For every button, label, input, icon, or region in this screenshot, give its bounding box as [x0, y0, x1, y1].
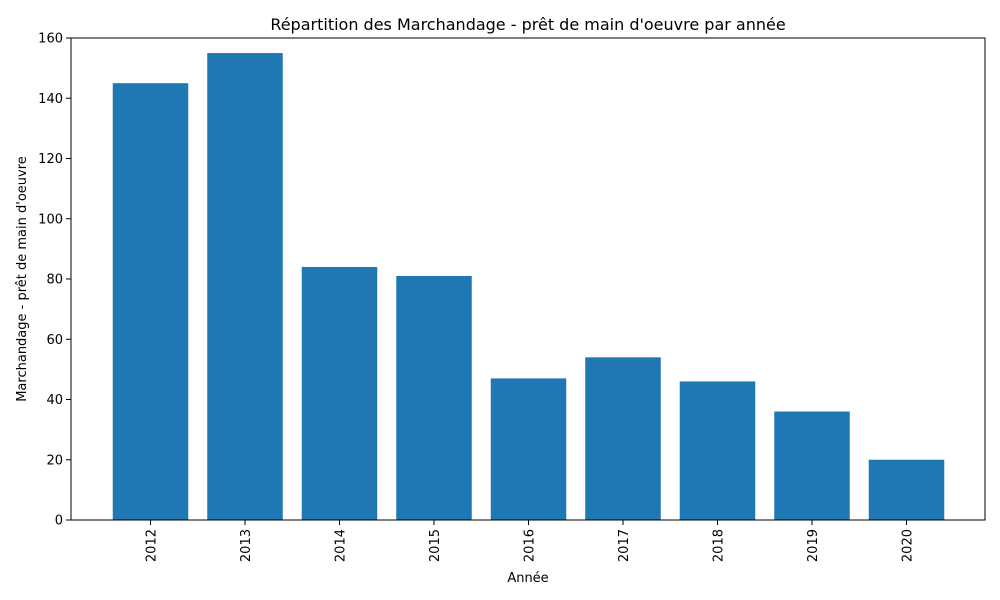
y-tick-label-140: 140: [38, 92, 63, 107]
y-axis-ticks: 0 20 40 60 80 100 120 140 160: [38, 32, 71, 529]
y-tick-label-60: 60: [46, 333, 63, 348]
x-tick-label-2020: 2020: [901, 529, 916, 562]
y-axis-label: Marchandage - prêt de main d'oeuvre: [15, 156, 30, 402]
y-tick-label-20: 20: [46, 453, 63, 468]
bar-2012: [112, 83, 189, 520]
chart-title: Répartition des Marchandage - prêt de ma…: [270, 15, 785, 34]
y-tick-label-120: 120: [38, 152, 63, 167]
bar-2020: [868, 459, 945, 520]
bar-2015: [396, 275, 472, 520]
x-tick-label-2013: 2013: [239, 529, 254, 562]
bar-2014: [301, 266, 378, 520]
y-tick-label-80: 80: [46, 273, 63, 288]
y-tick-label-100: 100: [38, 212, 63, 227]
plot-frame: [70, 37, 986, 521]
x-tick-label-2018: 2018: [712, 529, 727, 562]
x-tick-label-2014: 2014: [334, 529, 349, 562]
x-axis-ticks: 2012 2013 2014 2015 2016 2017 2018 2019 2020: [145, 520, 916, 562]
y-tick-label-40: 40: [46, 393, 63, 408]
bar-2013: [207, 53, 283, 521]
x-axis-label: Année: [507, 571, 548, 586]
x-tick-label-2015: 2015: [428, 529, 443, 562]
bars-group: [112, 53, 945, 521]
bar-2017: [585, 357, 661, 520]
x-tick-label-2019: 2019: [806, 529, 821, 562]
bar-2018: [679, 381, 756, 520]
x-tick-label-2017: 2017: [617, 529, 632, 562]
bar-2019: [774, 411, 850, 520]
y-tick-label-0: 0: [55, 514, 63, 529]
bar-2016: [490, 378, 567, 520]
y-tick-label-160: 160: [38, 32, 63, 47]
x-tick-label-2016: 2016: [523, 529, 538, 562]
x-tick-label-2012: 2012: [145, 529, 160, 562]
